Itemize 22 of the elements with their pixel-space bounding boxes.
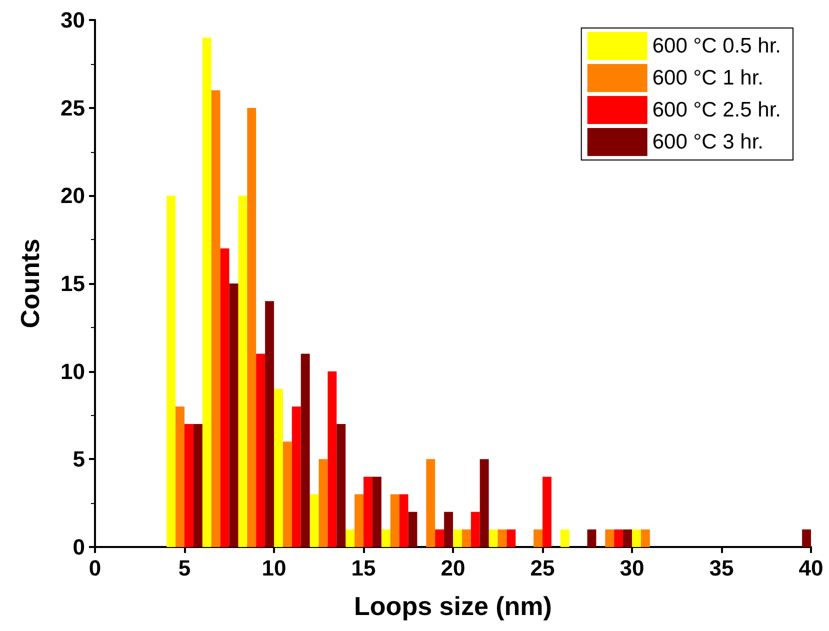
y-tick-label: 20	[60, 183, 85, 208]
x-tick-label: 10	[262, 556, 286, 580]
y-axis-title: Counts	[15, 238, 45, 328]
x-tick-label: 35	[709, 556, 734, 580]
legend-label: 600 °C 0.5 hr.	[652, 34, 782, 58]
x-tick-label: 25	[530, 556, 555, 580]
x-tick-label: 5	[178, 556, 191, 580]
y-tick-label: 25	[60, 95, 85, 120]
y-tick-label: 15	[60, 271, 85, 296]
x-tick-label: 40	[798, 556, 824, 580]
x-tick-label: 15	[351, 556, 376, 580]
x-tick-label: 0	[88, 556, 102, 580]
y-tick-label: 30	[60, 8, 85, 32]
y-tick-label: 10	[60, 358, 85, 384]
legend-label: 600 °C 1 hr.	[652, 66, 764, 90]
y-tick-label: 5	[72, 446, 85, 472]
y-tick-label: 0	[72, 534, 85, 560]
legend-label: 600 °C 3 hr.	[652, 130, 764, 154]
x-tick-label: 20	[440, 556, 466, 580]
x-tick-label: 30	[620, 556, 644, 580]
legend-label: 600 °C 2.5 hr.	[652, 98, 782, 122]
x-axis-title: Loops size (nm)	[354, 591, 552, 621]
